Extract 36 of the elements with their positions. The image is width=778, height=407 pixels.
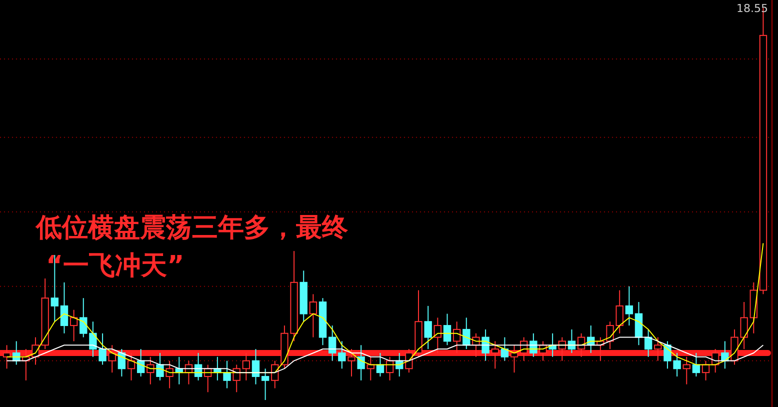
candlestick [482,328,490,362]
candlestick [625,286,634,326]
candlestick [223,360,231,389]
candlestick [242,352,250,381]
candlestick [357,344,365,381]
candlestick [443,313,452,346]
candlestick [2,344,11,370]
candlestick [328,325,336,362]
annotation: 18.55 [736,2,768,15]
candlestick [348,348,356,377]
candlestick [558,336,566,362]
candlestick [568,328,576,354]
candlestick [702,360,710,381]
candlestick [271,360,279,389]
candlestick [338,340,346,370]
candlestick [682,356,690,385]
candlestick [146,356,154,385]
candlestick [692,352,700,377]
candlestick [108,344,116,374]
candlestick [491,340,499,370]
candlestick [654,336,662,362]
candlestick [166,360,174,389]
candlestick [252,348,260,385]
candlestick [60,282,68,334]
candlestick [261,368,270,400]
annotation: 低位横盘震荡三年多，最终 [35,213,349,243]
candlestick [500,336,509,362]
candlestick [70,309,78,342]
candlestick [309,294,318,338]
candlestick [80,298,88,338]
candlestick [424,305,432,350]
candlestick [510,344,518,374]
candlestick [376,352,384,377]
candlestick [434,317,442,354]
candlestick [156,352,164,381]
candlestick [232,364,240,393]
